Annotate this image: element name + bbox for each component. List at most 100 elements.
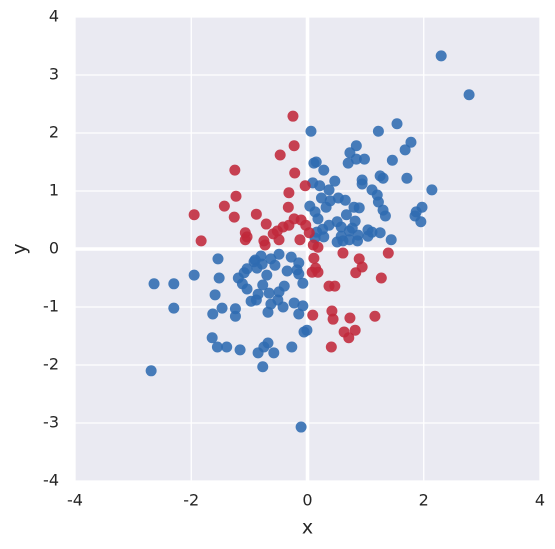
point — [353, 202, 365, 214]
point — [289, 167, 301, 179]
point — [329, 175, 341, 187]
point — [415, 216, 427, 228]
point — [329, 280, 341, 292]
point — [358, 153, 370, 165]
x-tick-label: -4 — [67, 491, 83, 510]
point — [350, 153, 362, 165]
point — [293, 257, 305, 269]
y-tick-label: 0 — [49, 239, 59, 258]
point — [273, 248, 285, 260]
point — [294, 234, 306, 246]
point — [320, 201, 332, 213]
point — [385, 234, 397, 246]
point — [273, 234, 285, 246]
point — [221, 341, 233, 353]
x-tick-label: -2 — [183, 491, 199, 510]
point — [318, 164, 330, 176]
point — [288, 140, 300, 152]
point — [308, 252, 320, 264]
point — [308, 157, 320, 169]
point — [435, 50, 447, 62]
point — [257, 279, 269, 291]
point — [260, 218, 272, 230]
x-axis-label: x — [302, 517, 313, 539]
point — [295, 421, 307, 433]
point — [303, 227, 315, 239]
point — [327, 313, 339, 325]
y-tick-label: 3 — [49, 65, 59, 84]
point — [287, 110, 299, 122]
point — [314, 180, 326, 192]
point — [277, 301, 289, 313]
point — [188, 209, 200, 221]
point — [318, 231, 330, 243]
y-tick-label: 4 — [49, 7, 59, 26]
point — [251, 262, 263, 274]
point — [168, 278, 180, 290]
point — [168, 302, 180, 314]
point — [299, 180, 311, 192]
point — [372, 125, 384, 137]
point — [391, 118, 403, 130]
point — [335, 221, 347, 233]
point — [312, 266, 324, 278]
point — [263, 287, 275, 299]
point — [228, 211, 240, 223]
point — [351, 235, 363, 247]
x-tick-label: 2 — [419, 491, 429, 510]
point — [323, 184, 335, 196]
x-tick-label: 0 — [302, 491, 312, 510]
point — [257, 361, 269, 373]
point — [350, 140, 362, 152]
point — [312, 213, 324, 225]
point — [362, 230, 374, 242]
point — [343, 332, 355, 344]
point — [261, 269, 273, 281]
point — [307, 309, 319, 321]
point — [281, 265, 293, 277]
point — [218, 200, 230, 212]
point — [382, 247, 394, 259]
point — [297, 277, 309, 289]
point — [340, 209, 352, 221]
point — [209, 289, 221, 301]
point — [293, 268, 305, 280]
y-tick-label: -3 — [43, 413, 59, 432]
point — [195, 235, 207, 247]
point — [213, 272, 225, 284]
point — [252, 347, 264, 359]
point — [337, 247, 349, 259]
point — [349, 324, 361, 336]
point — [234, 344, 246, 356]
point — [405, 136, 417, 148]
point — [386, 154, 398, 166]
point — [216, 302, 228, 314]
point — [229, 164, 241, 176]
point — [374, 227, 386, 239]
point — [262, 306, 274, 318]
point — [239, 234, 251, 246]
point — [339, 194, 351, 206]
point — [283, 187, 295, 199]
point — [229, 310, 241, 322]
point — [288, 297, 300, 309]
point — [305, 125, 317, 137]
point — [269, 259, 281, 271]
point — [377, 172, 389, 184]
point — [285, 251, 297, 263]
point — [148, 278, 160, 290]
points — [145, 50, 475, 433]
point — [399, 144, 411, 156]
point — [206, 332, 218, 344]
point — [297, 300, 309, 312]
point — [375, 272, 387, 284]
point — [230, 190, 242, 202]
point — [331, 236, 343, 248]
y-tick-label: 1 — [49, 181, 59, 200]
point — [293, 308, 305, 320]
point — [315, 192, 327, 204]
point — [282, 201, 294, 213]
point — [250, 294, 262, 306]
point — [286, 341, 298, 353]
point — [207, 308, 219, 320]
